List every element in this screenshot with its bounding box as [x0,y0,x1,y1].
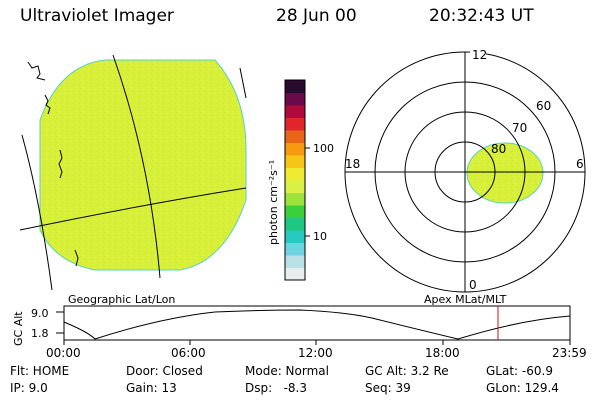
colorbar-segment [285,92,305,106]
date-label: 28 Jun 00 [276,6,357,26]
colorbar-segment [285,192,305,206]
colorbar-segment [285,117,305,131]
mlt-0-label: 0 [469,278,477,292]
mlt-6-label: 6 [576,157,584,171]
x-tick-label: 12:00 [298,346,333,360]
colorbar-segment [285,142,305,156]
colorbar-segment [285,242,305,256]
status-glat: GLat: -60.9 [486,364,553,378]
lat-70-label: 70 [512,121,527,135]
longitude-line [21,134,53,291]
mlt-12-label: 12 [472,48,487,62]
status-gain: Gain: 13 [126,381,177,395]
colorbar-tick-100: 100 [313,142,334,155]
time-label: 20:32:43 UT [429,6,534,26]
colorbar-segment [285,180,305,193]
colorbar-segment [285,80,305,93]
longitude-line [112,54,161,279]
y-high-label: 9.0 [31,307,49,320]
status-mode: Mode: Normal [245,364,329,378]
colorbar-segment [285,217,305,231]
x-tick-label: 00:00 [46,346,81,360]
status-flt: Flt: HOME [10,364,70,378]
colorbar-frame [284,79,306,281]
colorbar-tick-10: 10 [313,230,327,243]
lat-80-label: 80 [491,142,506,156]
earth-disk [39,59,247,271]
x-tick-label: 06:00 [171,346,206,360]
status-gc-alt: GC Alt: 3.2 Re [365,364,449,378]
altitude-curve [63,309,571,340]
colorbar-segment [285,130,305,143]
timeline-frame [63,305,571,341]
timeline-axis-label: GC Alt [12,311,25,346]
polar-panel: 12 18 6 0 60 70 80 [344,48,586,293]
colorbar-unit-label: photon cm⁻²s⁻¹ [267,160,280,245]
x-tick-label: 18:00 [425,346,460,360]
x-tick-label: 23:59 [552,346,587,360]
instrument-title: Ultraviolet Imager [20,6,174,26]
colorbar-segment [285,155,305,168]
label-bg [470,48,486,62]
polar-panel-label: Apex MLat/MLT [424,293,507,306]
latitude-line [19,187,247,231]
colorbar-segment [285,230,305,243]
altitude-timeline: GC Alt 9.0 1.8 [12,305,571,346]
status-glon: GLon: 129.4 [486,381,559,395]
status-door: Door: Closed [126,364,203,378]
colorbar-segment [285,255,305,268]
auroral-region [466,142,544,204]
coastline [27,61,46,81]
status-dsp: Dsp: -8.3 [245,381,308,395]
coastline [239,67,247,99]
status-seq: Seq: 39 [365,381,411,395]
lat-60-label: 60 [536,99,551,113]
geo-panel-label: Geographic Lat/Lon [68,293,175,306]
colorbar [285,80,305,281]
colorbar-segment [285,167,305,181]
coastline [74,249,79,267]
coastline [44,94,51,115]
coastline [58,149,63,179]
y-low-label: 1.8 [31,327,49,340]
mlt-18-label: 18 [345,157,360,171]
colorbar-segment [285,105,305,118]
colorbar-segment [285,267,305,281]
status-ip: IP: 9.0 [10,381,48,395]
geographic-panel [19,54,247,291]
colorbar-segment [285,205,305,218]
